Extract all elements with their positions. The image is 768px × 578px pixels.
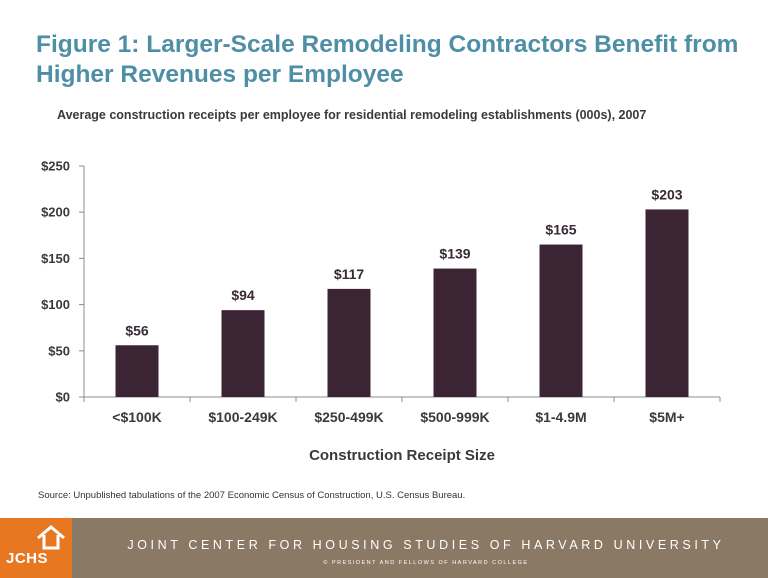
y-tick-label: $250	[41, 159, 70, 174]
x-axis-title: Construction Receipt Size	[309, 447, 495, 464]
y-tick-label: $50	[48, 343, 70, 358]
footer-bar: JCHS JOINT CENTER FOR HOUSING STUDIES OF…	[0, 518, 768, 578]
jchs-logo: JCHS	[0, 518, 72, 578]
chart-subtitle: Average construction receipts per employ…	[57, 108, 647, 122]
bar	[433, 268, 477, 397]
bar-value-label: $165	[545, 222, 576, 238]
bar	[645, 209, 689, 397]
bar-value-label: $203	[651, 186, 682, 202]
data-labels: $56 $94 $117 $139 $165 $203	[125, 186, 682, 338]
bar-value-label: $117	[334, 266, 365, 282]
y-tick-label: $0	[56, 390, 70, 405]
source-note: Source: Unpublished tabulations of the 2…	[38, 490, 466, 501]
bar-value-label: $56	[125, 322, 149, 338]
x-tick-label: $5M+	[649, 409, 684, 425]
logo-text: JCHS	[6, 550, 49, 567]
bar-chart: $0 $50 $100 $150 $200 $250 <$100K $100-249K $25…	[41, 159, 721, 464]
house-icon	[37, 525, 65, 550]
bar	[221, 310, 265, 397]
bar-value-label: $94	[231, 287, 255, 303]
bar	[327, 288, 371, 397]
x-tick-label: $1-4.9M	[535, 409, 586, 425]
chart-title: Figure 1: Larger-Scale Remodeling Contra…	[36, 31, 739, 88]
y-tick-label: $100	[41, 297, 70, 312]
footer-org-name: JOINT CENTER FOR HOUSING STUDIES OF HARV…	[127, 538, 725, 552]
x-tick-label: $100-249K	[208, 409, 277, 425]
y-axis: $0 $50 $100 $150 $200 $250	[41, 159, 85, 405]
y-tick-label: $150	[41, 251, 70, 266]
x-tick-label: $250-499K	[314, 409, 383, 425]
bar	[539, 244, 583, 397]
bar-value-label: $139	[439, 246, 470, 262]
x-tick-label: $500-999K	[420, 409, 489, 425]
bars	[115, 209, 689, 397]
y-tick-label: $200	[41, 205, 70, 220]
x-axis: <$100K $100-249K $250-499K $500-999K $1-4.9M…	[83, 396, 721, 425]
x-tick-label: <$100K	[112, 409, 161, 425]
bar	[115, 345, 159, 397]
footer-copyright: © PRESIDENT AND FELLOWS OF HARVARD COLLE…	[323, 560, 529, 566]
